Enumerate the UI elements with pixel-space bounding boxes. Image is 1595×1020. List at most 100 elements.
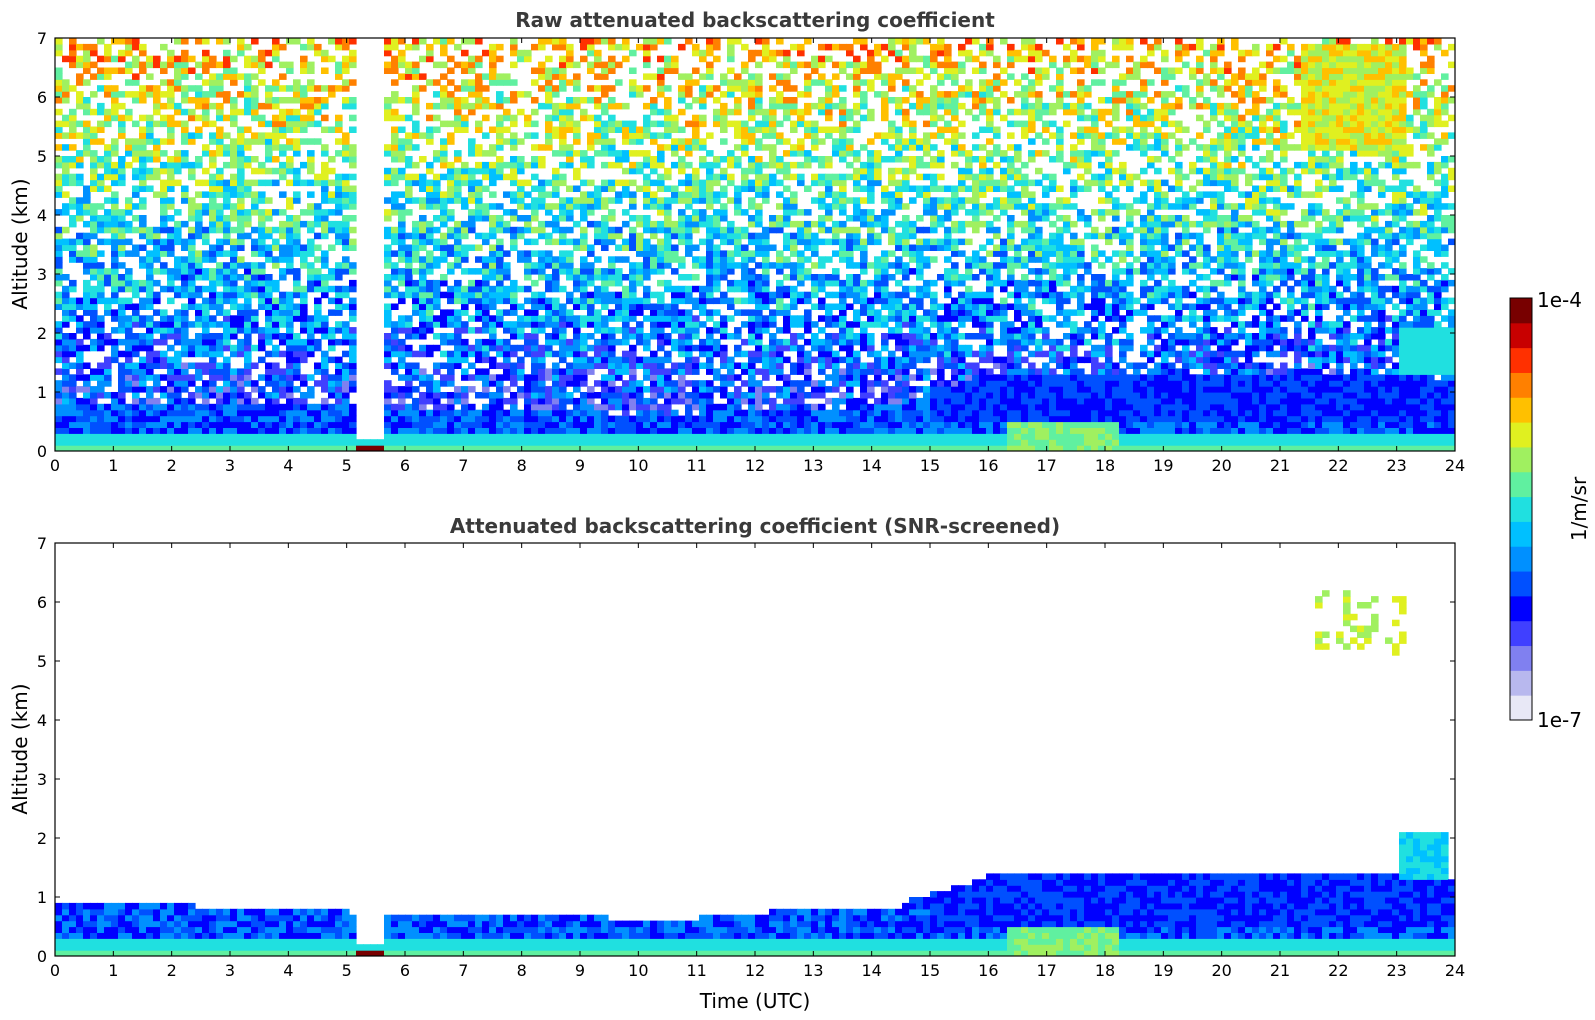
heatmap-cell [391,197,399,204]
heatmap-cell [104,279,112,287]
heatmap-cell [741,262,749,269]
heatmap-cell [118,232,126,240]
heatmap-cell [83,321,91,328]
heatmap-cell [706,415,714,423]
heatmap-cell [111,102,119,110]
heatmap-cell [510,403,518,411]
heatmap-cell [391,108,399,116]
heatmap-cell [706,85,714,92]
heatmap-cell [510,415,518,423]
heatmap-cell [769,409,777,417]
heatmap-cell [209,250,217,257]
heatmap-cell [314,303,322,310]
heatmap-cell [111,108,119,116]
heatmap-cell [741,150,749,157]
heatmap-cell [636,220,644,228]
heatmap-cell [636,238,644,246]
heatmap-cell [251,380,259,387]
heatmap-cell [181,397,189,405]
heatmap-cell [293,403,301,411]
heatmap-cell [629,439,637,446]
heatmap-cell [496,144,504,151]
heatmap-cell [216,309,224,316]
heatmap-cell [258,49,266,57]
heatmap-cell [433,403,441,411]
heatmap-cell [489,203,497,210]
heatmap-cell [139,67,147,74]
heatmap-cell [559,415,567,423]
heatmap-cell [692,43,700,51]
heatmap-cell [713,262,721,269]
heatmap-cell [573,338,581,346]
heatmap-cell [566,114,574,122]
heatmap-cell [419,132,427,139]
heatmap-cell [643,368,651,375]
heatmap-cell [678,156,686,163]
heatmap-cell [797,161,805,169]
heatmap-cell [419,445,427,451]
heatmap-cell [580,439,588,446]
heatmap-cell [671,427,679,434]
heatmap-cell [279,368,287,375]
heatmap-cell [244,179,252,187]
heatmap-cell [90,250,98,257]
heatmap-cell [797,321,805,328]
heatmap-cell [531,250,539,257]
heatmap-cell [447,38,455,45]
heatmap-cell [496,380,504,387]
heatmap-cell [622,150,630,157]
heatmap-cell [531,185,539,192]
heatmap-cell [734,392,742,399]
heatmap-cell [125,368,133,375]
heatmap-cell [447,185,455,192]
heatmap-cell [615,156,623,163]
heatmap-cell [650,309,658,316]
heatmap-cell [398,220,406,228]
heatmap-cell [202,415,210,423]
heatmap-cell [139,150,147,157]
heatmap-cell [160,114,168,122]
heatmap-cell [139,362,147,369]
heatmap-cell [139,427,147,434]
heatmap-cell [181,85,189,92]
heatmap-cell [447,132,455,139]
heatmap-cell [251,167,259,175]
heatmap-cell [328,244,336,251]
heatmap-cell [167,114,175,122]
heatmap-cell [755,421,763,428]
heatmap-cell [328,197,336,204]
heatmap-cell [692,132,700,139]
heatmap-cell [181,161,189,169]
heatmap-cell [783,262,791,269]
heatmap-cell [111,262,119,269]
heatmap-cell [237,327,245,334]
heatmap-cell [55,392,63,399]
heatmap-cell [692,209,700,216]
heatmap-cell [734,108,742,116]
heatmap-cell [594,132,602,139]
heatmap-cell [531,215,539,222]
heatmap-cell [461,303,469,310]
heatmap-cell [776,386,784,393]
heatmap-cell [699,415,707,423]
heatmap-cell [223,386,231,393]
heatmap-cell [160,433,168,440]
heatmap-cell [573,85,581,92]
heatmap-cell [76,427,84,434]
heatmap-cell [286,268,294,275]
heatmap-cell [139,49,147,57]
heatmap-cell [636,297,644,305]
heatmap-cell [328,191,336,198]
heatmap-cell [559,350,567,358]
heatmap-cell [440,309,448,316]
heatmap-cell [384,291,392,299]
heatmap-cell [734,244,742,251]
heatmap-cell [692,256,700,263]
heatmap-cell [454,238,462,246]
heatmap-cell [440,439,448,446]
heatmap-cell [748,238,756,246]
heatmap-cell [97,433,105,440]
heatmap-cell [622,333,630,340]
heatmap-cell [265,156,273,163]
heatmap-cell [461,126,469,133]
